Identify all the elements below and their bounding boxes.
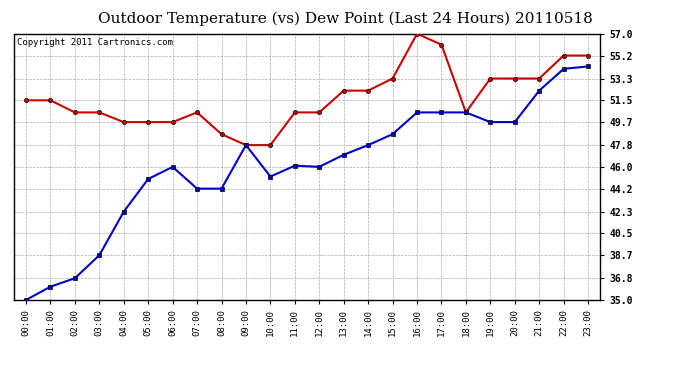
Text: Outdoor Temperature (vs) Dew Point (Last 24 Hours) 20110518: Outdoor Temperature (vs) Dew Point (Last… bbox=[97, 11, 593, 26]
Text: Copyright 2011 Cartronics.com: Copyright 2011 Cartronics.com bbox=[17, 38, 172, 47]
